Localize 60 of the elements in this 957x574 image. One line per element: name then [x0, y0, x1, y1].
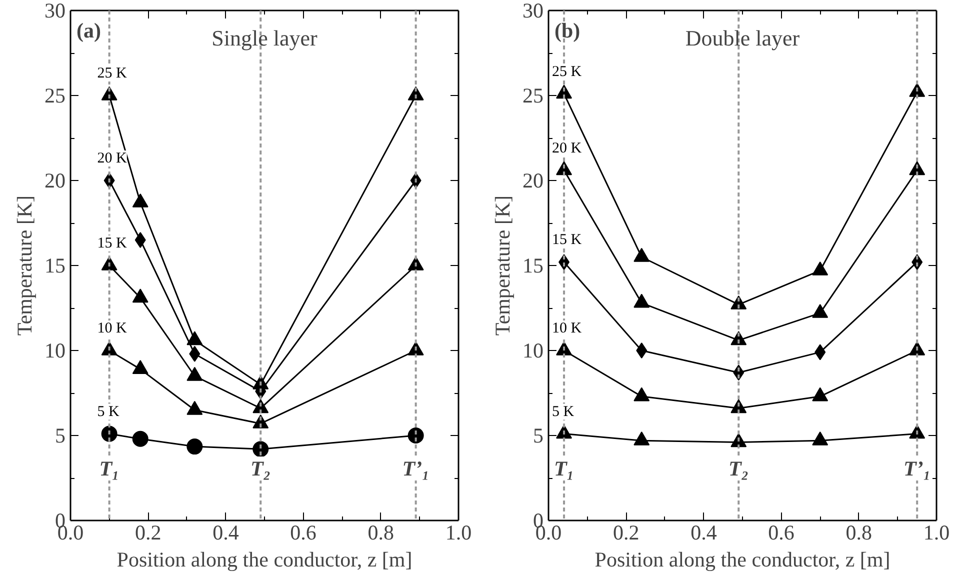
y-tick-label: 10	[44, 338, 66, 362]
series-label: 20 K	[97, 150, 128, 166]
point	[812, 261, 828, 276]
series-label: 15 K	[97, 236, 128, 252]
x-axis-title: Position along the conductor, z [m]	[116, 548, 412, 572]
y-tick-label: 30	[44, 0, 66, 22]
y-tick-label: 5	[533, 424, 544, 448]
point	[186, 366, 203, 381]
y-axis-title: Temperature [K]	[12, 195, 36, 336]
ref-line-label: T’₁	[402, 456, 430, 480]
ref-line-label: T’₁	[904, 456, 931, 480]
series-label: 10 K	[552, 320, 582, 336]
point	[132, 193, 148, 208]
text: Double layer	[685, 26, 800, 50]
series-label: 25 K	[97, 66, 128, 82]
x-tick-label: 1.0	[923, 520, 950, 544]
y-axis-title: Temperature [K]	[490, 195, 514, 336]
annotation: (b)	[554, 18, 580, 42]
x-tick-label: 0.8	[846, 520, 872, 544]
ref-line-label: T₁	[99, 456, 120, 480]
y-tick-label: 5	[55, 424, 66, 448]
series-label: 15 K	[552, 232, 582, 248]
x-tick-label: 1.0	[445, 520, 472, 544]
ref-line-label: T₁	[554, 456, 574, 480]
x-tick-label: 0.2	[134, 520, 162, 544]
ref-line-label: T₂	[728, 456, 749, 480]
point	[812, 304, 828, 318]
series-label: 20 K	[552, 140, 582, 156]
y-tick-label: 20	[44, 168, 66, 192]
annotation: (a)	[76, 18, 101, 42]
point	[634, 387, 650, 402]
y-tick-label: 25	[522, 84, 544, 108]
x-tick-label: 0.2	[612, 520, 640, 544]
series-label: 10 K	[97, 320, 128, 336]
series-label: 25 K	[552, 64, 582, 80]
x-tick-label: 0.8	[368, 520, 394, 544]
series-label: 5 K	[97, 404, 120, 420]
series-label: 5 K	[552, 404, 574, 420]
point	[186, 400, 203, 415]
x-axis-title: Position along the conductor, z [m]	[594, 548, 890, 572]
point	[634, 294, 650, 308]
y-tick-label: 30	[522, 0, 544, 22]
x-tick-label: 0.4	[690, 520, 718, 544]
ref-line-label: T₂	[250, 456, 271, 480]
point	[812, 431, 828, 446]
x-tick-label: 0.6	[290, 520, 316, 544]
point	[634, 248, 650, 262]
point	[186, 331, 203, 346]
point	[812, 387, 828, 402]
point	[132, 288, 148, 303]
y-tick-label: 15	[44, 254, 66, 278]
y-tick-label: 25	[44, 84, 66, 108]
point	[634, 431, 650, 446]
x-tick-label: 0.6	[768, 520, 794, 544]
point	[132, 360, 148, 374]
x-tick-label: 0.4	[212, 520, 240, 544]
y-tick-label: 20	[522, 168, 544, 192]
y-tick-label: 10	[522, 338, 544, 362]
text: Single layer	[212, 26, 318, 50]
y-tick-label: 15	[522, 254, 544, 278]
